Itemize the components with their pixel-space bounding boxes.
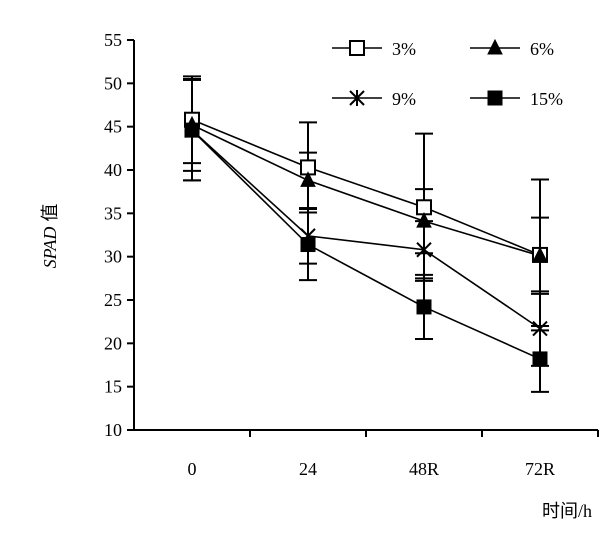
marker-filled-triangle [416,212,432,228]
y-axis-title-main: SPAD [40,227,60,269]
marker-filled-square [184,122,200,138]
series-lines [191,118,541,360]
x-tick-label: 24 [299,459,317,479]
marker-filled-square [532,351,548,367]
series-line [191,129,541,360]
marker-star [349,90,365,106]
series-line [191,129,541,330]
series-line [191,124,541,257]
marker-filled-triangle [300,171,316,187]
marker-star [416,241,432,258]
y-axis: 10 15 20 25 30 35 40 45 50 55 [104,30,135,440]
marker-star [532,320,548,337]
legend-label: 6% [530,39,554,59]
y-tick-label: 30 [104,247,122,267]
x-tick-label: 72R [525,459,555,479]
series-markers [184,111,548,367]
marker-filled-square [300,237,316,253]
marker-filled-triangle [487,38,503,55]
x-tick-label: 48R [409,459,439,479]
marker-open-square [349,40,365,56]
legend-label: 9% [392,89,416,109]
x-axis: 0 24 48R 72R [134,429,599,479]
y-tick-label: 10 [104,420,122,440]
legend-label: 15% [530,89,563,109]
x-tick-label: 0 [188,459,197,479]
legend-label: 3% [392,39,416,59]
y-tick-label: 55 [104,30,122,50]
y-tick-label: 50 [104,73,122,93]
y-tick-label: 20 [104,333,122,353]
y-tick-label: 40 [104,160,122,180]
y-tick-label: 25 [104,290,122,310]
marker-filled-triangle [532,246,548,263]
y-tick-label: 35 [104,203,122,223]
legend-item: 3% [332,39,416,59]
marker-filled-square [416,299,432,315]
error-bars [183,75,549,393]
y-axis-title: SPAD 值 [40,204,61,269]
legend-item: 9% [332,89,416,109]
y-tick-label: 45 [104,117,122,137]
legend-item: 6% [470,38,554,59]
marker-filled-square [487,90,503,106]
legend: 3% 6% 9% 15% [332,38,563,109]
series-line [191,118,541,256]
x-axis-title: 时间/h [542,501,592,521]
legend-item: 15% [470,89,563,109]
y-axis-title-unit: 值 [40,204,61,222]
y-tick-label: 15 [104,377,122,397]
